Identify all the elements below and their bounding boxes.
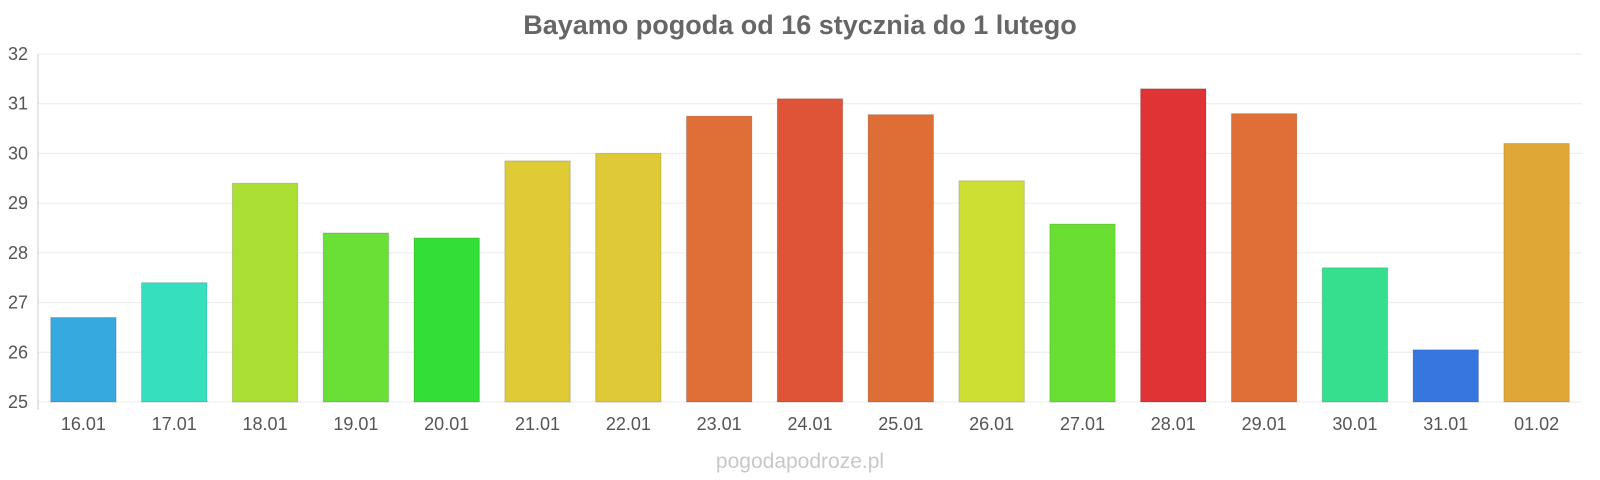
x-tick-labels: 16.01 17.01 18.01 19.01 20.01 21.01 22.01 23.01…: [61, 414, 1559, 434]
bar-21.01[interactable]: [504, 160, 571, 403]
chart-title: Bayamo pogoda od 16 stycznia do 1 lutego: [523, 10, 1077, 40]
x-tick-label: 20.01: [424, 414, 469, 434]
x-tick-label: 27.01: [1060, 414, 1105, 434]
y-tick-label: 25: [8, 392, 28, 412]
bar-26.01[interactable]: [958, 180, 1025, 403]
x-tick-label: 28.01: [1151, 414, 1196, 434]
x-tick-label: 26.01: [969, 414, 1014, 434]
y-tick-label: 26: [8, 342, 28, 362]
x-tick-label: 21.01: [515, 414, 560, 434]
x-tick-label: 31.01: [1423, 414, 1468, 434]
y-tick-label: 29: [8, 193, 28, 213]
bar-31.01[interactable]: [1412, 349, 1479, 403]
bar-22.01[interactable]: [595, 152, 662, 403]
bar-19.01[interactable]: [322, 232, 390, 403]
y-tick-label: 31: [8, 94, 28, 114]
bar-29.01[interactable]: [1230, 113, 1298, 403]
bar-17.01[interactable]: [141, 282, 208, 403]
bar-20.01[interactable]: [413, 237, 480, 403]
bar-24.01[interactable]: [776, 98, 844, 403]
x-tick-label: 01.02: [1514, 414, 1559, 434]
x-tick-label: 29.01: [1242, 414, 1287, 434]
x-tick-label: 22.01: [606, 414, 651, 434]
x-tick-label: 23.01: [697, 414, 742, 434]
y-tick-label: 30: [8, 143, 28, 163]
y-tick-labels: 25 26 27 28 29 30 31 32: [8, 44, 28, 412]
y-tick-label: 32: [8, 44, 28, 64]
bar-18.01[interactable]: [231, 182, 299, 403]
bar-01.02[interactable]: [1503, 142, 1570, 403]
bar-28.01[interactable]: [1140, 88, 1207, 403]
x-tick-label: 17.01: [152, 414, 197, 434]
watermark-text: pogodapodroze.pl: [715, 450, 885, 473]
bar-25.01[interactable]: [867, 114, 935, 403]
bar-30.01[interactable]: [1321, 267, 1389, 403]
y-tick-label: 27: [8, 293, 28, 313]
x-tick-label: 18.01: [243, 414, 288, 434]
bar-27.01[interactable]: [1049, 223, 1116, 403]
bar-23.01[interactable]: [685, 115, 753, 403]
x-tick-label: 24.01: [787, 414, 832, 434]
bars: [50, 88, 1570, 403]
bar-16.01[interactable]: [50, 316, 117, 403]
x-tick-label: 16.01: [61, 414, 106, 434]
x-tick-label: 25.01: [878, 414, 923, 434]
x-tick-label: 30.01: [1332, 414, 1377, 434]
y-tick-label: 28: [8, 243, 28, 263]
x-tick-label: 19.01: [333, 414, 378, 434]
